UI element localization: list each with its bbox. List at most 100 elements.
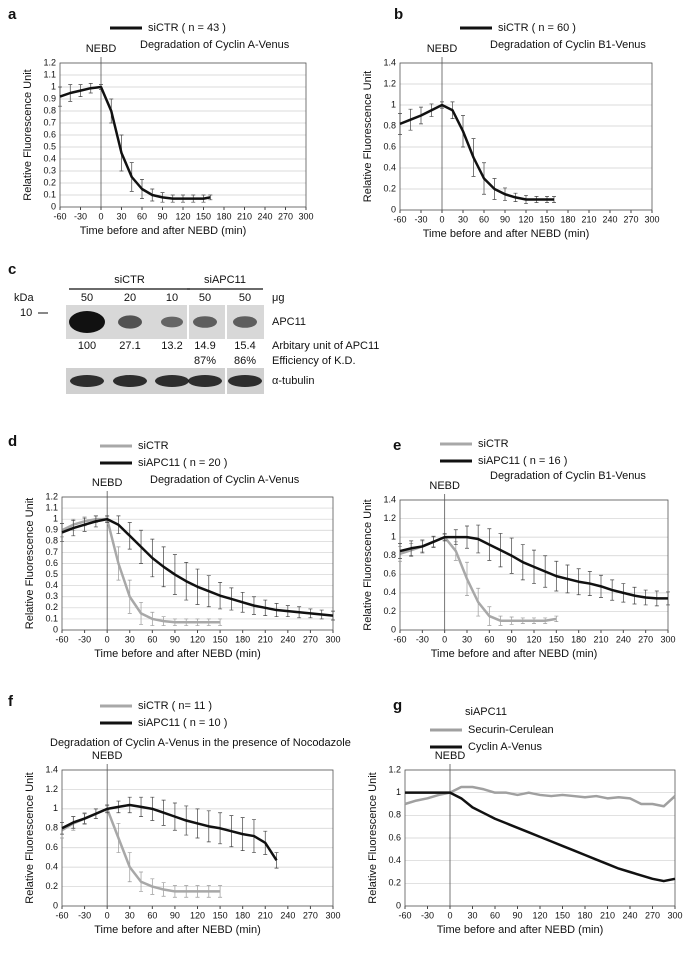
y-axis-label: Relative Fluorescence Unit bbox=[24, 772, 36, 903]
x-tick-label: 90 bbox=[507, 634, 517, 644]
amount-label: 50 bbox=[81, 292, 93, 304]
chart-title: Degradation of Cyclin A-Venus bbox=[150, 474, 300, 486]
x-tick-label: 180 bbox=[577, 910, 592, 920]
x-tick-label: 120 bbox=[518, 214, 533, 224]
x-tick-label: 90 bbox=[170, 910, 180, 920]
x-tick-label: -60 bbox=[55, 634, 68, 644]
y-tick-label: 0.2 bbox=[45, 602, 58, 612]
y-tick-label: 0.8 bbox=[383, 120, 396, 130]
legend-label: siCTR bbox=[478, 438, 509, 450]
amount-label: 50 bbox=[239, 292, 251, 304]
y-tick-label: 1.2 bbox=[45, 784, 58, 794]
x-tick-label: 60 bbox=[490, 910, 500, 920]
x-tick-label: 180 bbox=[235, 910, 250, 920]
x-tick-label: 150 bbox=[213, 634, 228, 644]
x-tick-label: 0 bbox=[105, 634, 110, 644]
x-tick-label: -60 bbox=[393, 634, 406, 644]
legend-label: siCTR ( n= 11 ) bbox=[138, 700, 212, 712]
y-tick-label: 1.1 bbox=[45, 502, 58, 512]
x-tick-label: 210 bbox=[237, 211, 252, 221]
panel-label: g bbox=[393, 697, 402, 714]
x-tick-label: 210 bbox=[593, 634, 608, 644]
y-tick-label: 0.4 bbox=[383, 162, 396, 172]
error-bar bbox=[398, 543, 402, 559]
group-label: siCTR bbox=[114, 274, 145, 286]
y-tick-label: 0 bbox=[391, 204, 396, 214]
annotation: NEBD bbox=[92, 750, 123, 762]
efficiency-value: 86% bbox=[234, 355, 256, 367]
x-axis-label: Time before and after NEBD (min) bbox=[437, 924, 603, 936]
y-tick-label: 0.7 bbox=[45, 547, 58, 557]
y-tick-label: 0.2 bbox=[383, 606, 396, 616]
plot-frame bbox=[61, 496, 334, 631]
x-tick-label: 150 bbox=[555, 910, 570, 920]
amount-label: 10 bbox=[166, 292, 178, 304]
x-tick-label: -60 bbox=[53, 211, 66, 221]
y-tick-label: 1.2 bbox=[383, 513, 396, 523]
y-tick-label: 1 bbox=[391, 99, 396, 109]
x-axis-label: Time before and after NEBD (min) bbox=[80, 225, 246, 237]
x-tick-label: 30 bbox=[125, 910, 135, 920]
x-tick-label: 210 bbox=[258, 634, 273, 644]
legend-label: siAPC11 ( n = 20 ) bbox=[138, 457, 227, 469]
y-tick-label: 0.6 bbox=[383, 569, 396, 579]
x-tick-label: 0 bbox=[447, 910, 452, 920]
y-tick-label: 0.8 bbox=[45, 536, 58, 546]
y-tick-label: 1 bbox=[391, 532, 396, 542]
y-tick-label: 0.3 bbox=[43, 165, 56, 175]
annotation: NEBD bbox=[86, 43, 117, 55]
y-tick-label: 0.6 bbox=[383, 141, 396, 151]
quant-label: Arbitary unit of APC11 bbox=[272, 340, 379, 352]
x-tick-label: -60 bbox=[55, 910, 68, 920]
x-tick-label: -60 bbox=[393, 214, 406, 224]
y-tick-label: 1 bbox=[51, 81, 56, 91]
y-tick-label: 0.8 bbox=[383, 550, 396, 560]
y-axis-label: Relative Fluorescence Unit bbox=[362, 499, 374, 630]
x-tick-label: 240 bbox=[622, 910, 637, 920]
efficiency-value: 87% bbox=[194, 355, 216, 367]
series-line bbox=[399, 535, 668, 600]
legend-label: Securin-Cerulean bbox=[468, 724, 554, 736]
y-tick-label: 0.4 bbox=[45, 862, 58, 872]
series-line bbox=[399, 103, 554, 201]
quant-value: 27.1 bbox=[119, 340, 140, 352]
x-tick-label: 300 bbox=[644, 214, 659, 224]
y-axis-label: Relative Fluorescence Unit bbox=[362, 71, 374, 202]
annotation: NEBD bbox=[435, 750, 466, 762]
y-axis-label: Relative Fluorescence Unit bbox=[22, 69, 34, 200]
y-tick-label: 0.8 bbox=[388, 810, 401, 820]
x-tick-label: 300 bbox=[667, 910, 682, 920]
annotation: NEBD bbox=[92, 477, 123, 489]
y-tick-label: 1 bbox=[53, 803, 58, 813]
band bbox=[69, 311, 105, 333]
quant-value: 100 bbox=[78, 340, 96, 352]
x-tick-label: 0 bbox=[105, 910, 110, 920]
y-tick-label: 0 bbox=[53, 900, 58, 910]
x-tick-label: -30 bbox=[74, 211, 87, 221]
plot-frame bbox=[399, 499, 669, 631]
x-tick-label: 300 bbox=[325, 910, 340, 920]
quant-value: 15.4 bbox=[234, 340, 255, 352]
x-tick-label: 180 bbox=[216, 211, 231, 221]
band bbox=[113, 375, 147, 387]
x-tick-label: 180 bbox=[235, 634, 250, 644]
x-tick-label: 0 bbox=[98, 211, 103, 221]
x-tick-label: 120 bbox=[532, 910, 547, 920]
y-tick-label: 0.6 bbox=[45, 842, 58, 852]
quant-value: 13.2 bbox=[161, 340, 182, 352]
band-label: APC11 bbox=[272, 316, 306, 328]
x-tick-label: 240 bbox=[280, 634, 295, 644]
quant-value: 14.9 bbox=[194, 340, 215, 352]
x-tick-label: 210 bbox=[600, 910, 615, 920]
y-tick-label: 0.6 bbox=[388, 832, 401, 842]
y-tick-label: 1.2 bbox=[388, 764, 401, 774]
x-tick-label: 150 bbox=[196, 211, 211, 221]
x-tick-label: -30 bbox=[78, 634, 91, 644]
marker-label: 10 bbox=[20, 307, 32, 319]
annotation: NEBD bbox=[427, 43, 458, 55]
series-line bbox=[61, 803, 278, 862]
x-tick-label: 30 bbox=[116, 211, 126, 221]
x-tick-label: 300 bbox=[325, 634, 340, 644]
x-tick-label: 240 bbox=[616, 634, 631, 644]
x-tick-label: 240 bbox=[257, 211, 272, 221]
